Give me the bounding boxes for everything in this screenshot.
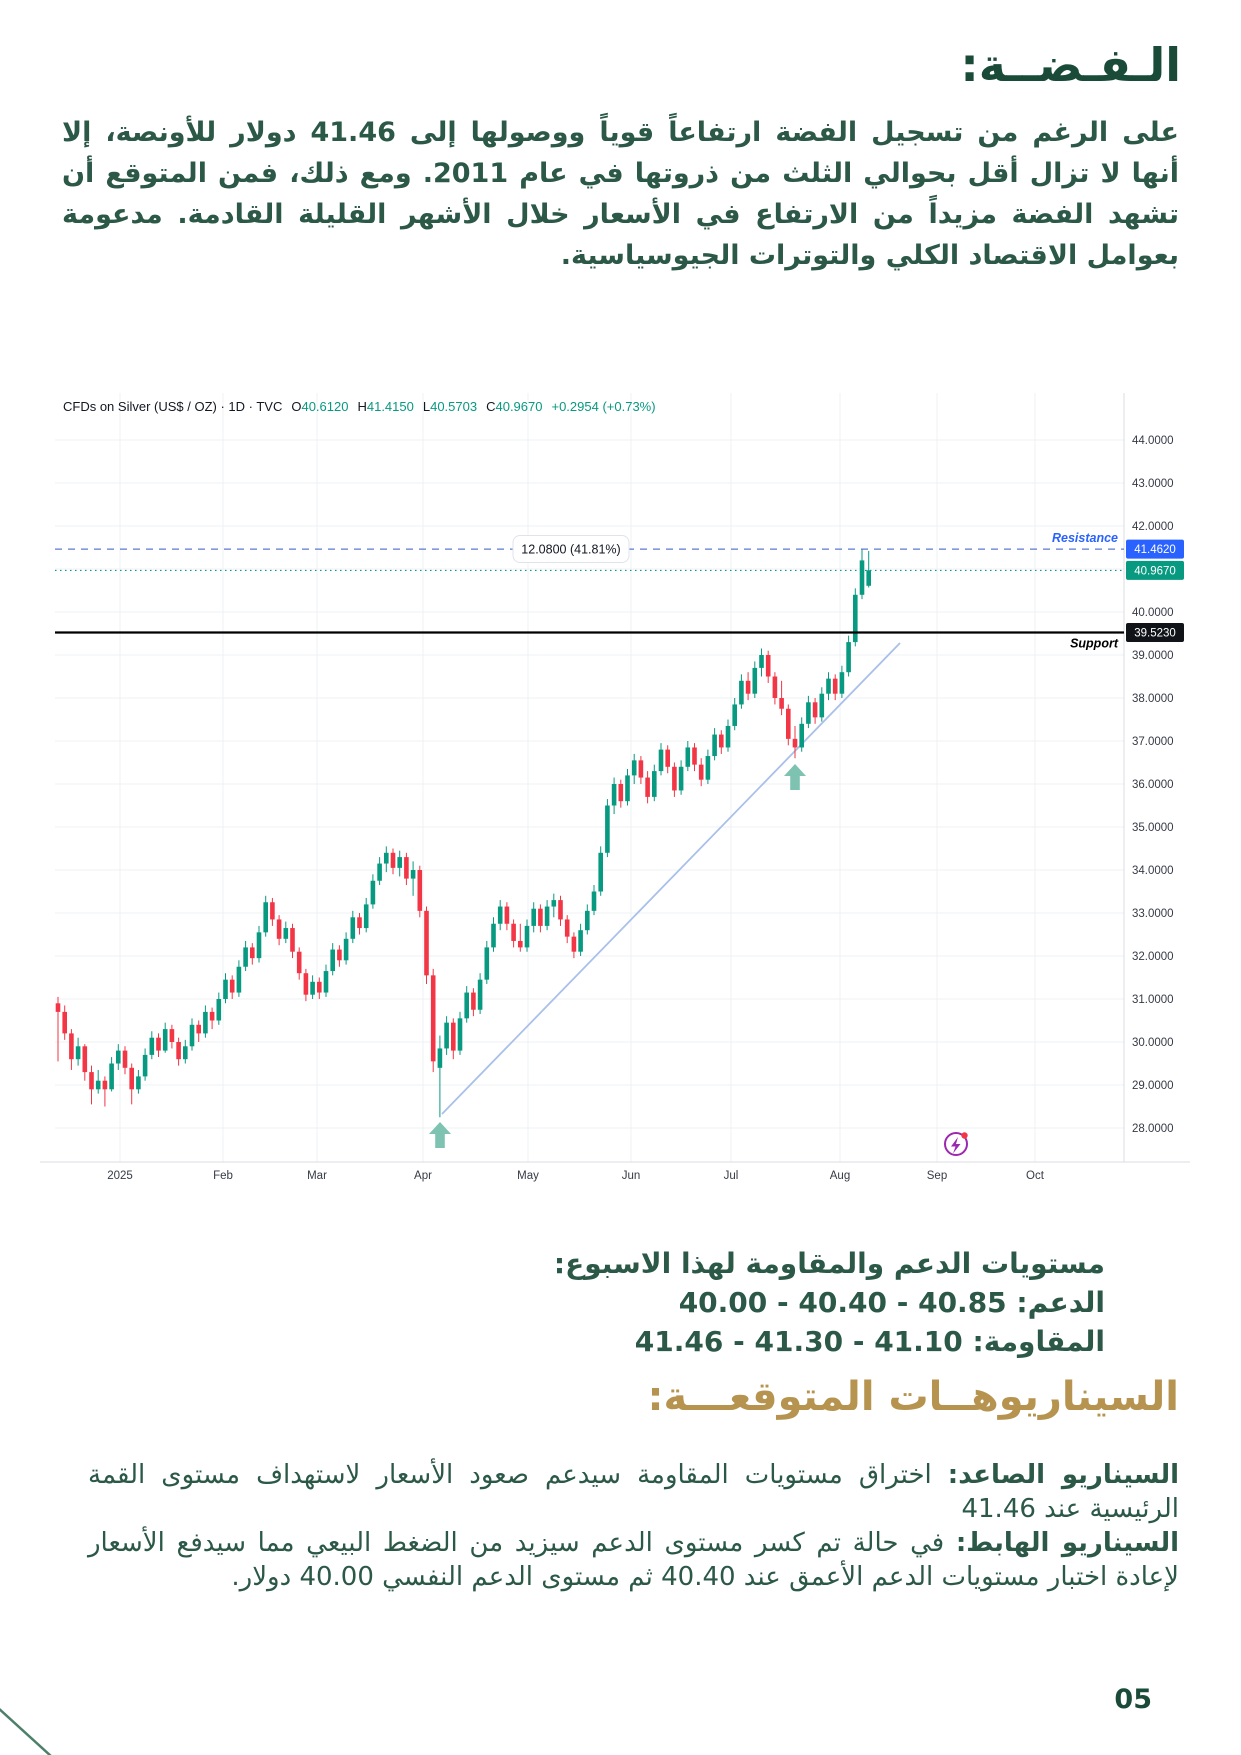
event-icon	[944, 1132, 968, 1156]
svg-text:30.0000: 30.0000	[1132, 1037, 1174, 1049]
svg-text:39.5230: 39.5230	[1134, 628, 1176, 640]
svg-text:39.0000: 39.0000	[1132, 650, 1174, 662]
chart-symbol: CFDs on Silver (US$ / OZ) · 1D · TVC	[63, 399, 283, 414]
bearish-scenario-text: في حالة تم كسر مستوى الدعم سيزيد من الضغ…	[88, 1528, 1179, 1592]
chart-change: +0.2954 (+0.73%)	[551, 399, 656, 414]
svg-text:41.4620: 41.4620	[1134, 544, 1176, 556]
chart-legend: CFDs on Silver (US$ / OZ) · 1D · TVC O40.…	[63, 399, 656, 414]
legend-c: C40.9670	[486, 399, 543, 414]
svg-text:37.0000: 37.0000	[1132, 736, 1174, 748]
svg-text:31.0000: 31.0000	[1132, 994, 1174, 1006]
sr-heading: مستويات الدعم والمقاومة لهذا الاسبوع:	[553, 1247, 1105, 1280]
svg-text:44.0000: 44.0000	[1132, 435, 1174, 447]
scenarios-heading: السيناريوهــات المتوقعـــة:	[647, 1374, 1179, 1420]
svg-text:Apr: Apr	[414, 1170, 432, 1182]
page-number: 05	[1114, 1684, 1152, 1715]
bearish-scenario: السيناريو الهابط: في حالة تم كسر مستوى ا…	[88, 1526, 1179, 1594]
svg-text:33.0000: 33.0000	[1132, 908, 1174, 920]
price-badge	[1126, 560, 1184, 580]
intro-paragraph: على الرغم من تسجيل الفضة ارتفاعاً قوياً …	[62, 117, 1179, 271]
price-badges: 41.4620 40.9670 39.5230	[1126, 539, 1184, 643]
resistance-label: Resistance	[1052, 531, 1118, 545]
svg-text:Sep: Sep	[927, 1170, 947, 1182]
grid-lines: 44.0000 43.0000 42.0000 40.0000 39.0000 38.00…	[40, 393, 1190, 1182]
svg-text:29.0000: 29.0000	[1132, 1080, 1174, 1092]
up-arrow-markers	[428, 764, 806, 1148]
svg-text:12.0800 (41.81%): 12.0800 (41.81%)	[521, 543, 620, 557]
svg-text:40.9670: 40.9670	[1134, 565, 1176, 577]
scenarios-paragraph: السيناريو الصاعد: اختراق مستويات المقاوم…	[88, 1458, 1179, 1594]
legend-l: L40.5703	[422, 399, 478, 414]
bullish-scenario-text: اختراق مستويات المقاومة سيدعم صعود الأسع…	[88, 1460, 1179, 1524]
corner-decoration	[0, 1708, 52, 1755]
price-badge	[1126, 623, 1184, 643]
svg-text:36.0000: 36.0000	[1132, 779, 1174, 791]
bearish-scenario-label: السيناريو الهابط:	[955, 1528, 1180, 1558]
page-title: الـفـضــة:	[960, 38, 1181, 92]
svg-text:28.0000: 28.0000	[1132, 1123, 1174, 1135]
support-resistance-block: مستويات الدعم والمقاومة لهذا الاسبوع: ال…	[554, 1244, 1105, 1361]
legend-o: O40.6120	[291, 399, 349, 414]
svg-text:34.0000: 34.0000	[1132, 865, 1174, 877]
sr-resistance-levels: المقاومة: 41.10 - 41.30 - 41.46	[634, 1325, 1105, 1358]
bullish-scenario: السيناريو الصاعد: اختراق مستويات المقاوم…	[88, 1458, 1179, 1526]
svg-text:42.0000: 42.0000	[1132, 521, 1174, 533]
price-badge	[1126, 539, 1184, 559]
svg-text:35.0000: 35.0000	[1132, 822, 1174, 834]
svg-text:Feb: Feb	[213, 1170, 233, 1182]
svg-text:2025: 2025	[107, 1170, 133, 1182]
svg-text:32.0000: 32.0000	[1132, 951, 1174, 963]
svg-text:May: May	[517, 1170, 539, 1182]
svg-text:Oct: Oct	[1026, 1170, 1045, 1182]
candles	[55, 549, 871, 1118]
range-label: 12.0800 (41.81%)	[512, 535, 630, 563]
svg-text:40.0000: 40.0000	[1132, 607, 1174, 619]
support-label: Support	[1070, 637, 1119, 651]
svg-text:43.0000: 43.0000	[1132, 478, 1174, 490]
svg-text:Aug: Aug	[830, 1170, 850, 1182]
svg-text:Mar: Mar	[307, 1170, 327, 1182]
svg-text:Jun: Jun	[622, 1170, 641, 1182]
trendline	[441, 642, 901, 1115]
sr-support-levels: الدعم: 40.85 - 40.40 - 40.00	[678, 1286, 1105, 1319]
bullish-scenario-label: السيناريو الصاعد:	[947, 1460, 1180, 1490]
svg-text:38.0000: 38.0000	[1132, 693, 1174, 705]
legend-h: H41.4150	[357, 399, 414, 414]
level-lines: Resistance Support	[55, 531, 1124, 651]
svg-text:Jul: Jul	[724, 1170, 739, 1182]
